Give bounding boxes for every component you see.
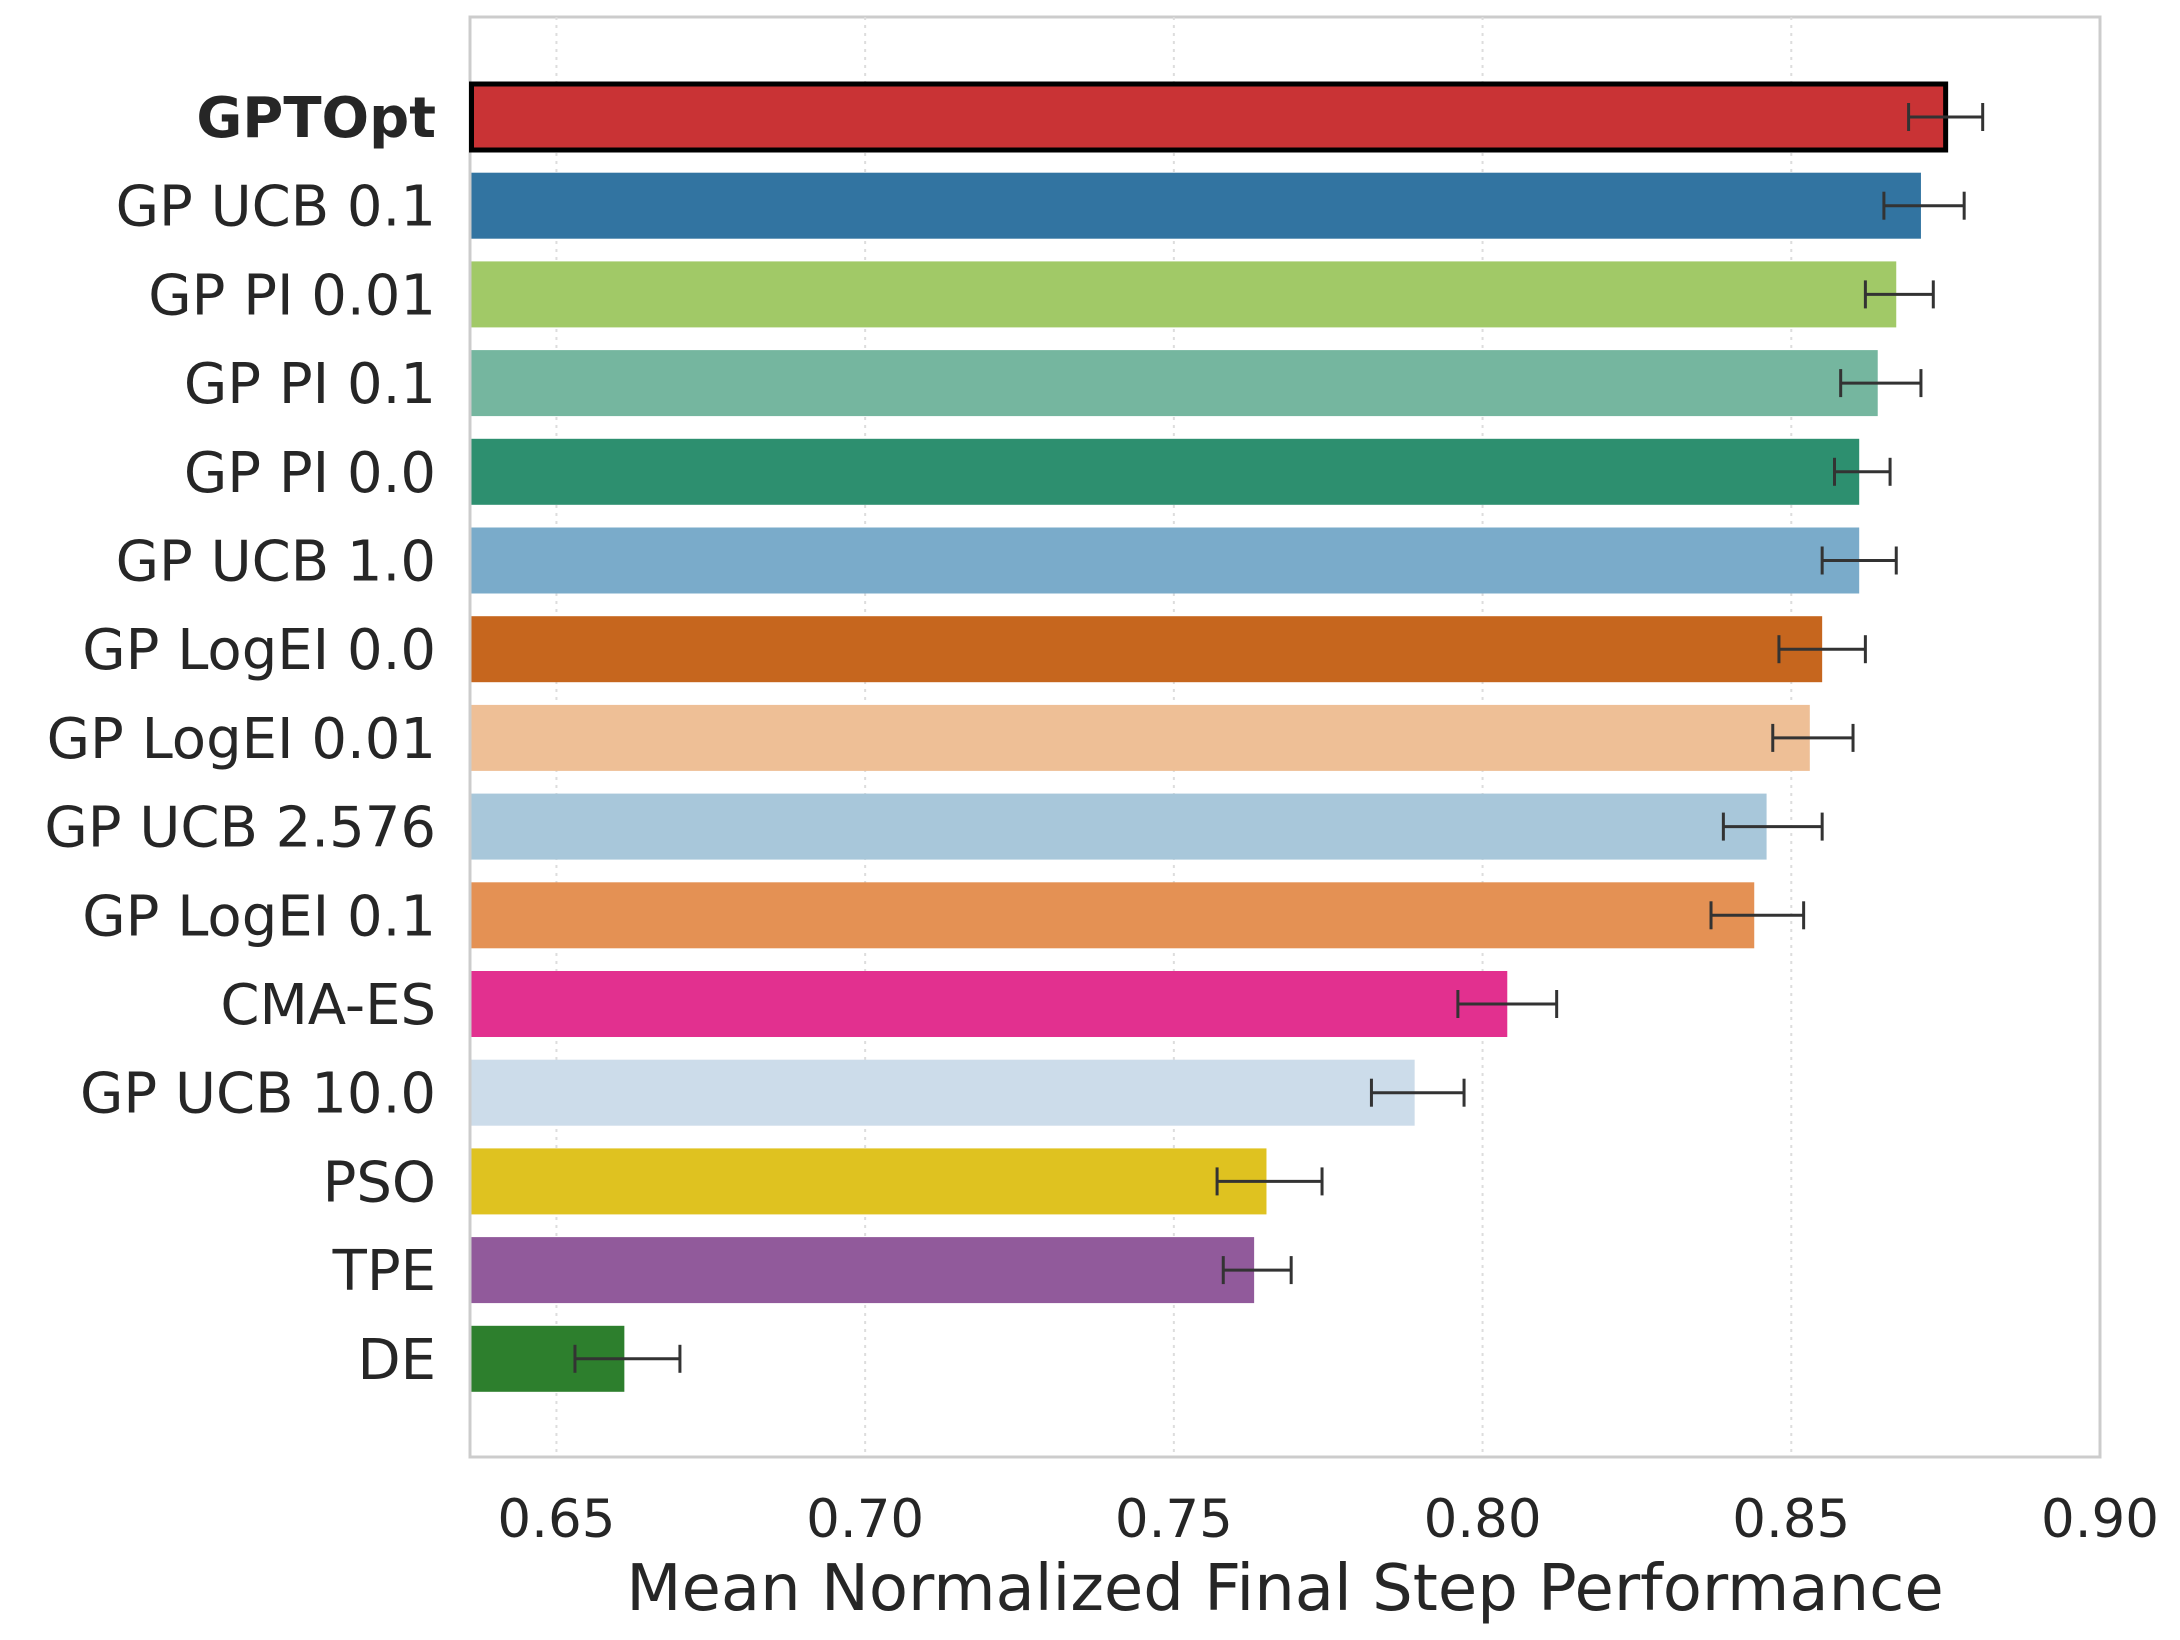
category-label: GP UCB 1.0 bbox=[116, 530, 436, 595]
error-bar bbox=[1771, 723, 1855, 752]
error-bar bbox=[1777, 635, 1867, 664]
bar bbox=[471, 438, 1860, 505]
error-bar bbox=[1882, 191, 1966, 220]
bar bbox=[471, 350, 1878, 417]
category-label: GP PI 0.1 bbox=[184, 352, 436, 417]
bar bbox=[471, 261, 1897, 328]
bar bbox=[471, 704, 1810, 771]
category-label: GPTOpt bbox=[196, 86, 436, 151]
error-bar bbox=[1907, 103, 1985, 131]
category-label: PSO bbox=[323, 1150, 436, 1215]
bar bbox=[471, 1237, 1255, 1304]
x-tick-label: 0.85 bbox=[1732, 1489, 1850, 1550]
error-bar bbox=[1215, 1167, 1324, 1196]
bar bbox=[471, 1059, 1415, 1126]
bars bbox=[469, 81, 1949, 1392]
category-label: GP LogEI 0.01 bbox=[47, 707, 436, 772]
x-tick-labels: 0.65 0.70 0.75 0.80 0.85 0.90 bbox=[497, 1489, 2159, 1550]
category-label: GP PI 0.01 bbox=[148, 263, 436, 328]
bar bbox=[471, 527, 1860, 594]
error-bar bbox=[1369, 1078, 1466, 1107]
category-label: GP UCB 0.1 bbox=[116, 175, 436, 240]
category-label: TPE bbox=[332, 1239, 436, 1304]
bar bbox=[471, 616, 1823, 683]
category-label: GP UCB 2.576 bbox=[44, 796, 436, 861]
error-bar bbox=[1456, 990, 1559, 1018]
x-tick-label: 0.70 bbox=[806, 1489, 924, 1550]
x-tick-label: 0.65 bbox=[497, 1489, 615, 1550]
x-tick-label: 0.90 bbox=[2041, 1489, 2159, 1550]
category-label: GP UCB 10.0 bbox=[80, 1062, 436, 1127]
x-axis-title: Mean Normalized Final Step Performance bbox=[626, 1552, 1943, 1626]
error-bar bbox=[1221, 1256, 1293, 1285]
x-tick-label: 0.80 bbox=[1424, 1489, 1542, 1550]
category-labels: GPTOpt GP UCB 0.1 GP PI 0.01 GP PI 0.1 GP PI… bbox=[44, 86, 436, 1393]
x-tick-label: 0.75 bbox=[1115, 1489, 1233, 1550]
error-bar bbox=[573, 1344, 682, 1373]
bar bbox=[471, 172, 1921, 239]
category-label: GP PI 0.0 bbox=[184, 441, 436, 506]
error-bars bbox=[573, 103, 1985, 1373]
error-bar bbox=[1709, 901, 1806, 930]
bar bbox=[471, 882, 1755, 949]
category-label: GP LogEI 0.1 bbox=[82, 884, 436, 949]
category-label: DE bbox=[357, 1328, 436, 1393]
error-bar bbox=[1863, 280, 1935, 309]
bar bbox=[469, 81, 1949, 153]
bar bbox=[471, 971, 1508, 1037]
category-label: CMA-ES bbox=[220, 973, 436, 1038]
error-bar bbox=[1839, 369, 1923, 398]
category-label: GP LogEI 0.0 bbox=[82, 618, 436, 683]
bar bbox=[471, 793, 1767, 860]
error-bar bbox=[1721, 812, 1824, 841]
error-bar bbox=[1833, 457, 1892, 486]
error-bar bbox=[1820, 546, 1898, 575]
bar bbox=[471, 1148, 1267, 1215]
